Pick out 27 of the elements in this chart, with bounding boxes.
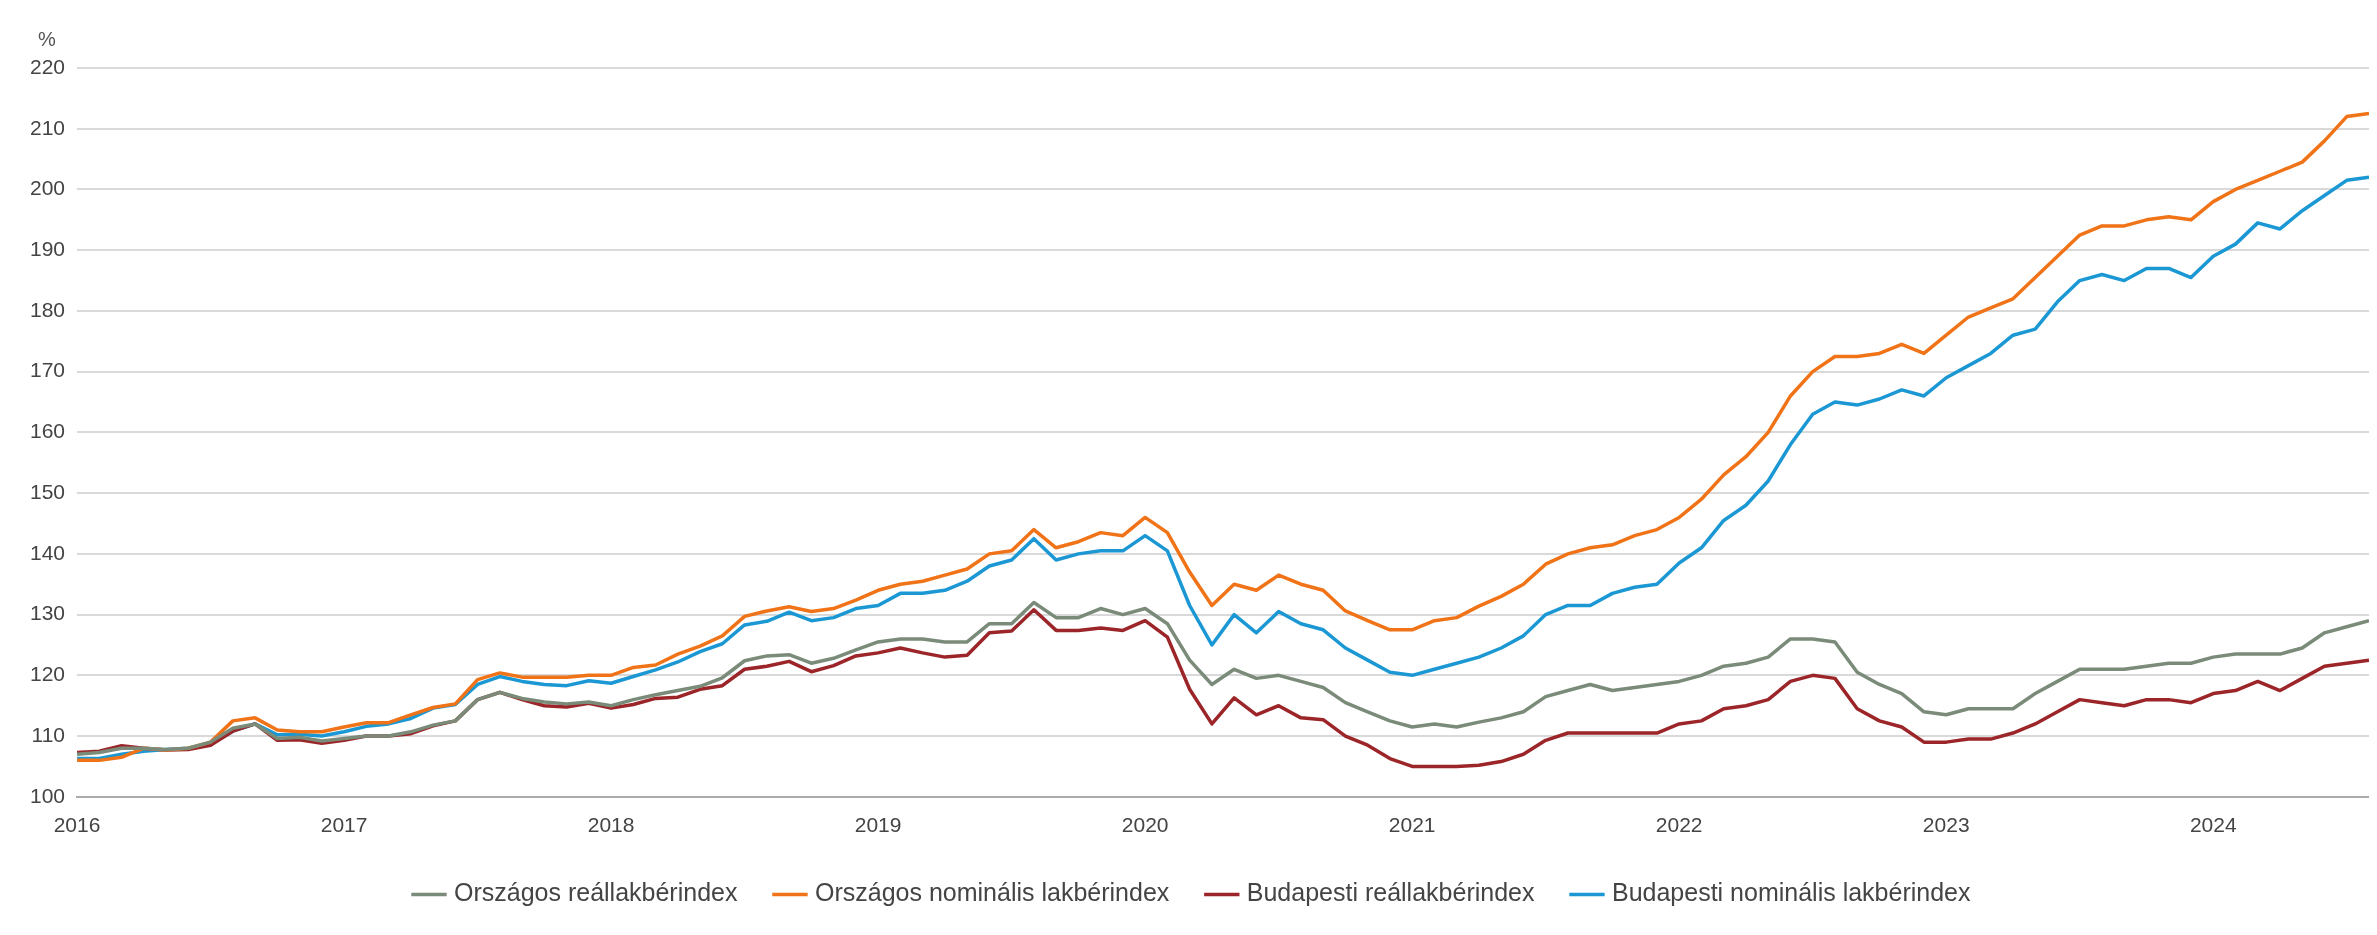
y-tick-label: 140 bbox=[29, 540, 66, 564]
x-tick-label: 2024 bbox=[2189, 813, 2237, 837]
y-tick-label: 170 bbox=[29, 358, 66, 382]
y-tick-label: 130 bbox=[29, 601, 66, 625]
x-tick-label: 2023 bbox=[1922, 813, 1970, 837]
legend-label: Országos nominális lakbérindex bbox=[814, 878, 1170, 907]
y-tick-label: 180 bbox=[29, 297, 66, 321]
x-tick-label: 2018 bbox=[587, 813, 635, 837]
x-tick-label: 2020 bbox=[1121, 813, 1169, 837]
y-tick-label: 160 bbox=[29, 419, 66, 443]
y-tick-label: 210 bbox=[29, 115, 66, 139]
x-tick-label: 2019 bbox=[854, 813, 902, 837]
y-axis-title: % bbox=[38, 27, 56, 50]
x-tick-label: 2022 bbox=[1655, 813, 1703, 837]
y-tick-label: 120 bbox=[29, 662, 66, 686]
legend-label: Budapesti nominális lakbérindex bbox=[1611, 878, 1972, 907]
y-tick-label: 220 bbox=[29, 54, 66, 78]
x-tick-label: 2017 bbox=[320, 813, 368, 837]
x-tick-label: 2021 bbox=[1388, 813, 1436, 837]
y-tick-label: 110 bbox=[31, 722, 66, 746]
legend-label: Országos reállakbérindex bbox=[453, 878, 738, 907]
y-tick-label: 100 bbox=[29, 783, 66, 807]
y-tick-label: 190 bbox=[29, 237, 66, 260]
y-tick-label: 150 bbox=[29, 479, 66, 503]
x-tick-label: 2016 bbox=[53, 813, 101, 837]
y-tick-label: 200 bbox=[29, 176, 66, 200]
legend-label: Budapesti reállakbérindex bbox=[1246, 878, 1535, 907]
